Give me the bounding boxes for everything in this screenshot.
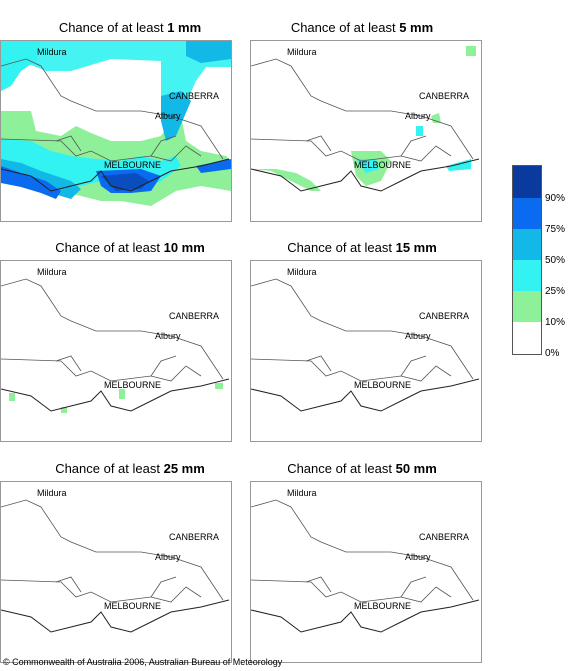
map-25mm-svg [1, 499, 230, 633]
panel-title-10mm: Chance of at least 10 mm [55, 240, 205, 255]
panel-title-15mm: Chance of at least 15 mm [287, 240, 437, 255]
city-mildura: Mildura [37, 267, 67, 277]
city-melbourne: MELBOURNE [104, 160, 162, 170]
legend-label-50: 50% [545, 255, 566, 266]
city-albury: Albury [405, 111, 431, 121]
city-canberra: CANBERRA [419, 532, 470, 542]
map-50mm-svg [251, 499, 480, 633]
city-mildura: Mildura [37, 47, 67, 57]
state-borders [251, 278, 474, 382]
city-mildura: Mildura [287, 488, 317, 498]
panel-title-1mm: Chance of at least 1 mm [58, 20, 202, 35]
city-albury: Albury [155, 552, 181, 562]
map-25mm: Mildura CANBERRA Albury MELBOURNE [0, 481, 232, 663]
legend-band-75 [513, 198, 541, 229]
city-canberra: CANBERRA [169, 311, 220, 321]
legend-band-50 [513, 229, 541, 260]
coastline [1, 599, 230, 633]
legend-band-10 [513, 291, 541, 322]
city-mildura: Mildura [287, 47, 317, 57]
city-melbourne: MELBOURNE [104, 601, 162, 611]
coastline [251, 378, 480, 412]
city-melbourne: MELBOURNE [354, 160, 412, 170]
coastline [251, 158, 480, 192]
rain-shading [1, 41, 231, 206]
legend-label-25: 25% [545, 286, 566, 297]
coastline [1, 158, 230, 192]
legend-label-10: 10% [545, 317, 566, 328]
coastline [1, 378, 230, 412]
city-albury: Albury [155, 111, 181, 121]
state-borders [1, 278, 224, 382]
city-canberra: CANBERRA [169, 91, 220, 101]
city-melbourne: MELBOURNE [104, 380, 162, 390]
legend-label-90: 90% [545, 193, 566, 204]
city-canberra: CANBERRA [169, 532, 220, 542]
state-borders [1, 499, 224, 603]
map-10mm: Mildura CANBERRA Albury MELBOURNE [0, 260, 232, 442]
coastline [251, 599, 480, 633]
map-15mm: Mildura CANBERRA Albury MELBOURNE [250, 260, 482, 442]
city-melbourne: MELBOURNE [354, 601, 412, 611]
map-50mm: Mildura CANBERRA Albury MELBOURNE [250, 481, 482, 663]
map-15mm-svg [251, 278, 480, 412]
city-melbourne: MELBOURNE [354, 380, 412, 390]
city-albury: Albury [155, 331, 181, 341]
legend-band-25 [513, 260, 541, 291]
city-canberra: CANBERRA [419, 91, 470, 101]
state-borders [1, 58, 224, 162]
panel-title-25mm: Chance of at least 25 mm [55, 461, 205, 476]
legend-band-90 [513, 166, 541, 198]
legend-label-0: 0% [545, 348, 560, 359]
city-albury: Albury [405, 331, 431, 341]
map-10mm-svg [1, 278, 230, 413]
city-mildura: Mildura [287, 267, 317, 277]
city-canberra: CANBERRA [419, 311, 470, 321]
map-5mm-svg [251, 46, 480, 192]
copyright-notice: © Commonwealth of Australia 2006, Austra… [3, 657, 283, 667]
state-borders [251, 499, 474, 603]
legend-colorbar [512, 165, 542, 355]
city-albury: Albury [405, 552, 431, 562]
map-1mm: Mildura CANBERRA Albury MELBOURNE [0, 40, 232, 222]
state-borders [251, 58, 474, 162]
panel-title-5mm: Chance of at least 5 mm [290, 20, 434, 35]
city-mildura: Mildura [37, 488, 67, 498]
rain-shading [9, 383, 223, 413]
map-1mm-svg [1, 41, 231, 206]
legend-label-75: 75% [545, 224, 566, 235]
legend-band-0 [513, 322, 541, 354]
map-5mm: Mildura CANBERRA Albury MELBOURNE [250, 40, 482, 222]
panel-title-50mm: Chance of at least 50 mm [287, 461, 437, 476]
